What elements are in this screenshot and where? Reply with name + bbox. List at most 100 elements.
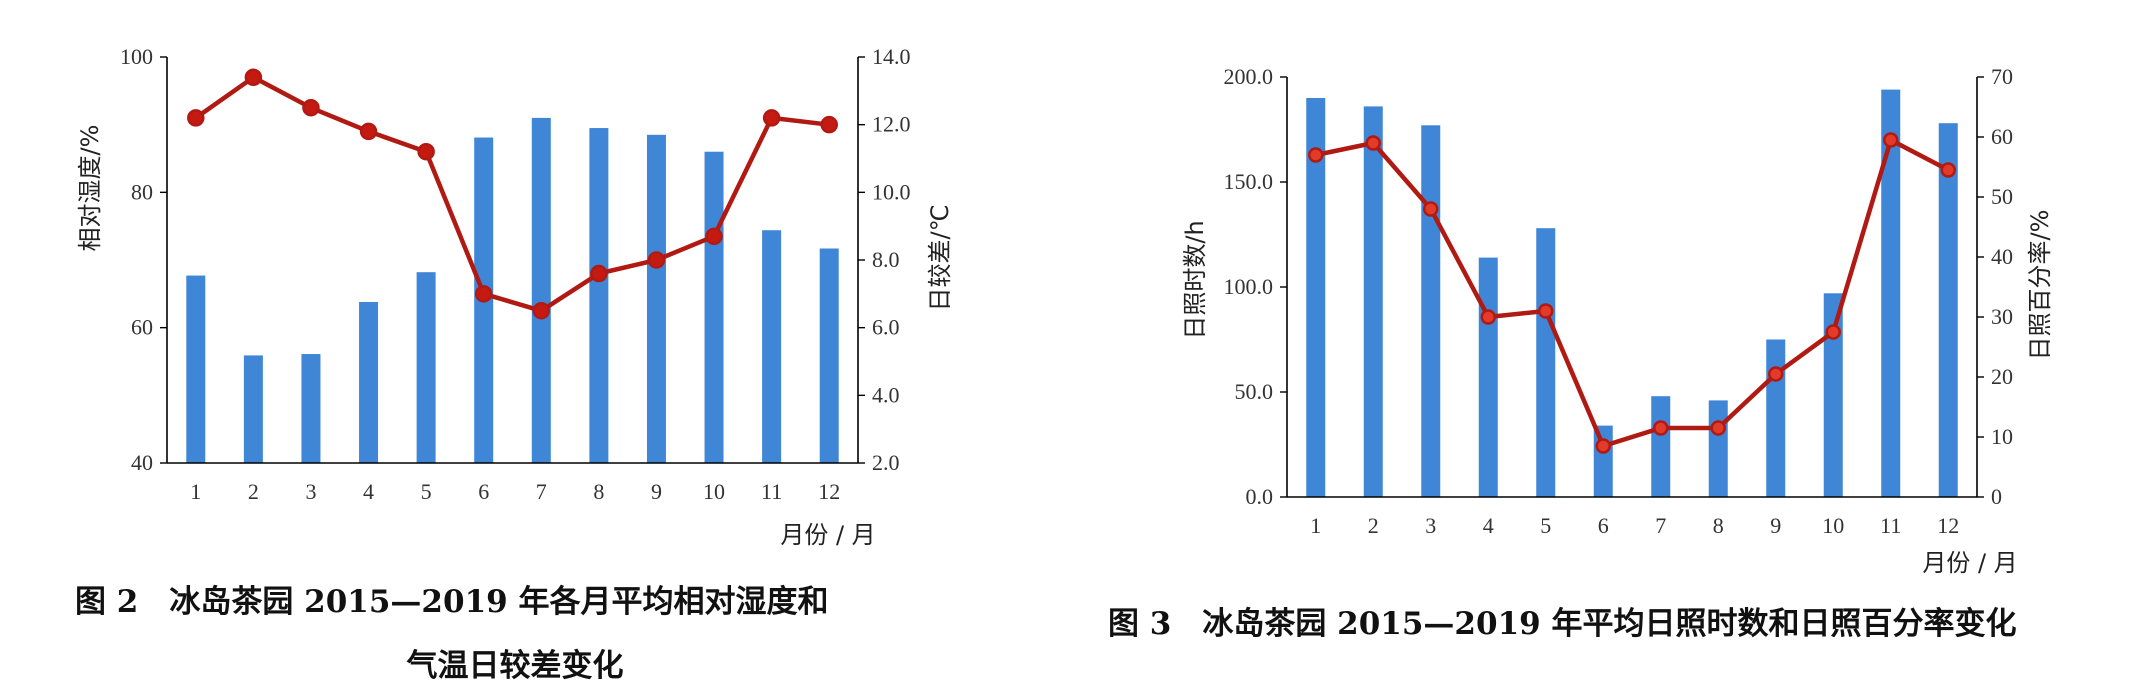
right-tick-label: 40 — [1991, 244, 2013, 269]
x-tick-label: 9 — [1770, 513, 1781, 538]
bar-month-2 — [243, 355, 263, 463]
bar-month-5 — [1536, 228, 1556, 497]
bar-month-3 — [301, 354, 321, 463]
chart-3-left-axis-label: 日照时数/h — [1181, 220, 1209, 339]
bar-month-7 — [531, 117, 551, 464]
figure-2-caption-line-1: 图 2 冰岛茶园 2015—2019 年各月平均相对湿度和 — [75, 584, 829, 620]
bar-month-10 — [1823, 293, 1843, 497]
left-tick-label: 100 — [120, 44, 153, 69]
line-point-month-1 — [187, 109, 205, 127]
chart-2-axes — [160, 56, 865, 464]
x-tick-label: 11 — [761, 479, 782, 504]
bar-month-11 — [1881, 89, 1901, 497]
bar-month-3 — [1421, 125, 1441, 498]
x-tick-label: 8 — [1713, 513, 1724, 538]
bar-month-12 — [819, 248, 839, 463]
left-tick-label: 150.0 — [1224, 169, 1274, 194]
series-line — [1315, 137, 1950, 449]
chart-2-x-axis-label: 月份 / 月 — [780, 521, 875, 549]
right-tick-label: 0 — [1991, 484, 2002, 509]
left-tick-label: 100.0 — [1224, 274, 1274, 299]
series-line — [194, 75, 830, 314]
line-point-month-8 — [590, 264, 608, 283]
bar-month-4 — [359, 301, 379, 463]
left-tick-label: 40 — [131, 450, 153, 475]
x-tick-label: 5 — [421, 479, 432, 504]
left-tick-label: 80 — [131, 179, 153, 204]
line-point-month-6 — [1595, 438, 1611, 454]
left-tick-label: 50.0 — [1235, 379, 1274, 404]
chart-3-axes — [1280, 76, 1984, 498]
x-tick-label: 4 — [363, 479, 374, 504]
right-tick-label: 60 — [1991, 124, 2013, 149]
chart-3-x-axis-label: 月份 / 月 — [1922, 549, 2017, 577]
line-point-month-8 — [1710, 420, 1726, 436]
right-tick-label: 20 — [1991, 364, 2013, 389]
x-tick-label: 10 — [1822, 513, 1844, 538]
temp-range-line — [187, 68, 838, 320]
bar-month-10 — [704, 151, 724, 463]
line-point-month-3 — [302, 99, 320, 117]
bar-month-4 — [1478, 257, 1498, 497]
right-tick-label: 8.0 — [872, 247, 900, 272]
chart-2-left-axis-label: 相对湿度/% — [76, 125, 104, 252]
bar-month-9 — [1766, 339, 1786, 497]
left-tick-label: 200.0 — [1224, 64, 1274, 89]
x-tick-label: 7 — [536, 479, 547, 504]
line-point-month-9 — [647, 251, 666, 269]
x-tick-label: 6 — [1598, 513, 1609, 538]
x-tick-label: 3 — [1425, 513, 1436, 538]
line-point-month-11 — [762, 109, 781, 127]
left-tick-label: 0.0 — [1246, 484, 1274, 509]
line-point-month-5 — [417, 142, 435, 161]
x-tick-label: 7 — [1655, 513, 1666, 538]
line-point-month-3 — [1423, 201, 1439, 217]
line-point-month-2 — [1365, 135, 1381, 151]
x-tick-label: 6 — [478, 479, 489, 504]
line-point-month-5 — [1538, 303, 1554, 319]
humidity-bars — [186, 117, 839, 464]
x-tick-label: 4 — [1483, 513, 1494, 538]
line-point-month-7 — [1653, 420, 1669, 436]
x-tick-label: 9 — [651, 479, 662, 504]
x-tick-label: 2 — [248, 479, 259, 504]
bar-month-2 — [1363, 106, 1383, 498]
figure-2-caption-line-2: 气温日较差变化 — [406, 648, 624, 684]
x-tick-label: 3 — [305, 479, 316, 504]
bar-month-5 — [416, 272, 436, 463]
x-tick-label: 11 — [1880, 513, 1901, 538]
line-point-month-9 — [1768, 366, 1784, 382]
sunshine-percent-line — [1308, 132, 1956, 454]
bar-month-8 — [1708, 400, 1728, 497]
x-tick-label: 1 — [190, 479, 201, 504]
right-tick-label: 2.0 — [872, 450, 900, 475]
bar-month-6 — [1593, 425, 1613, 497]
bar-month-1 — [1306, 98, 1326, 497]
x-tick-label: 2 — [1368, 513, 1379, 538]
bar-month-11 — [762, 230, 782, 463]
line-point-month-10 — [1825, 324, 1841, 340]
x-tick-label: 12 — [1937, 513, 1959, 538]
chart-3-right-axis-label: 日照百分率/% — [2026, 210, 2054, 361]
x-tick-label: 8 — [593, 479, 604, 504]
x-tick-label: 1 — [1310, 513, 1321, 538]
right-tick-label: 10.0 — [872, 179, 911, 204]
figure-3-caption: 图 3 冰岛茶园 2015—2019 年平均日照时数和日照百分率变化 — [1108, 606, 2017, 642]
x-tick-label: 5 — [1540, 513, 1551, 538]
right-tick-label: 70 — [1991, 64, 2013, 89]
x-tick-label: 12 — [818, 479, 840, 504]
line-point-month-4 — [1480, 309, 1496, 325]
bar-month-1 — [186, 275, 206, 463]
right-tick-label: 50 — [1991, 184, 2013, 209]
bar-month-9 — [646, 134, 666, 464]
line-point-month-10 — [705, 227, 723, 246]
right-tick-label: 4.0 — [872, 382, 900, 407]
line-point-month-6 — [474, 285, 493, 303]
line-point-month-7 — [532, 302, 551, 320]
x-tick-label: 10 — [703, 479, 725, 504]
